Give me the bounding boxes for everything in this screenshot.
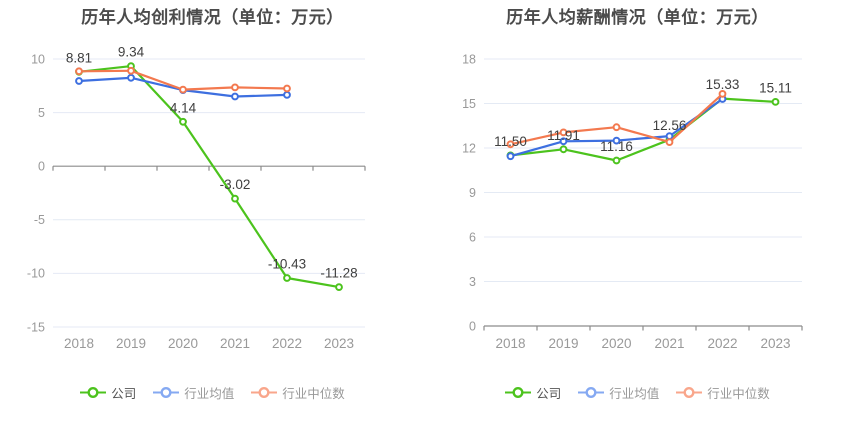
svg-text:18: 18 — [462, 52, 476, 66]
legend-label-company: 公司 — [536, 386, 562, 401]
svg-text:15: 15 — [462, 97, 476, 111]
svg-text:5: 5 — [38, 106, 45, 120]
svg-text:15.11: 15.11 — [759, 80, 792, 95]
svg-text:-10.43: -10.43 — [268, 257, 306, 272]
legend-item-industry-mean[interactable]: 行业均值 — [153, 383, 234, 402]
legend-profit: 公司 行业均值 行业中位数 — [0, 380, 425, 404]
legend-item-industry-median[interactable]: 行业中位数 — [676, 383, 770, 402]
svg-text:2020: 2020 — [168, 336, 198, 351]
industry-median-series-icon — [251, 386, 278, 398]
svg-text:11.91: 11.91 — [547, 128, 580, 143]
svg-text:8.81: 8.81 — [66, 50, 92, 65]
svg-text:2020: 2020 — [601, 336, 631, 351]
svg-text:9: 9 — [469, 186, 476, 200]
svg-text:6: 6 — [469, 230, 476, 244]
svg-text:2019: 2019 — [548, 336, 578, 351]
svg-text:2023: 2023 — [324, 336, 354, 351]
svg-text:2022: 2022 — [272, 336, 302, 351]
svg-text:-11.28: -11.28 — [320, 266, 357, 281]
svg-text:15.33: 15.33 — [706, 77, 740, 92]
svg-text:-3.02: -3.02 — [220, 177, 251, 192]
svg-text:3: 3 — [469, 275, 476, 289]
chart-title-profit: 历年人均创利情况（单位：万元） — [81, 8, 344, 27]
svg-text:11.16: 11.16 — [600, 139, 633, 154]
svg-text:0: 0 — [469, 319, 476, 333]
svg-text:11.50: 11.50 — [494, 134, 527, 149]
svg-text:2022: 2022 — [707, 336, 737, 351]
svg-text:-5: -5 — [34, 213, 45, 227]
legend-label-industry-mean: 行业均值 — [609, 386, 660, 401]
company-series-icon — [505, 386, 532, 398]
legend-item-company[interactable]: 公司 — [80, 383, 136, 402]
svg-text:0: 0 — [38, 160, 45, 174]
company-series-icon — [80, 386, 107, 398]
chart-title-salary: 历年人均薪酬情况（单位：万元） — [506, 8, 769, 27]
svg-text:12: 12 — [462, 141, 476, 155]
svg-text:2019: 2019 — [116, 336, 146, 351]
legend-item-company[interactable]: 公司 — [505, 383, 561, 402]
svg-text:-10: -10 — [27, 267, 45, 281]
legend-label-company: 公司 — [111, 386, 137, 401]
industry-median-series-icon — [676, 386, 703, 398]
svg-text:2021: 2021 — [654, 336, 684, 351]
legend-label-industry-median: 行业中位数 — [707, 386, 770, 401]
svg-text:9.34: 9.34 — [118, 45, 145, 60]
svg-text:2023: 2023 — [760, 336, 790, 351]
chart-panel-salary-per-capita: 历年人均薪酬情况（单位：万元） 18 15 12 9 6 3 0 2018 2019 2020 20… — [425, 0, 850, 437]
svg-text:12.56: 12.56 — [653, 118, 687, 133]
svg-text:-15: -15 — [27, 320, 45, 334]
industry-mean-series-icon — [153, 386, 180, 398]
svg-text:4.14: 4.14 — [170, 100, 197, 115]
svg-text:2018: 2018 — [495, 336, 525, 351]
legend-item-industry-median[interactable]: 行业中位数 — [251, 383, 345, 402]
legend-label-industry-median: 行业中位数 — [282, 386, 345, 401]
legend-salary: 公司 行业均值 行业中位数 — [425, 380, 850, 404]
svg-text:2021: 2021 — [220, 336, 250, 351]
chart-panel-profit-per-capita: 历年人均创利情况（单位：万元） 10 5 0 -5 -10 -15 2018 2019 2020… — [0, 8, 425, 404]
salary-line-plot: 18 15 12 9 6 3 0 2018 2019 2020 2021 2022 2023 11.50 1… — [462, 52, 803, 351]
svg-text:10: 10 — [31, 52, 45, 66]
legend-item-industry-mean[interactable]: 行业均值 — [578, 383, 659, 402]
svg-text:2018: 2018 — [64, 336, 94, 351]
legend-label-industry-mean: 行业均值 — [184, 386, 235, 401]
profit-line-plot: 10 5 0 -5 -10 -15 2018 2019 2020 2021 2022 2023 8.81… — [27, 45, 366, 351]
industry-mean-series-icon — [578, 386, 605, 398]
